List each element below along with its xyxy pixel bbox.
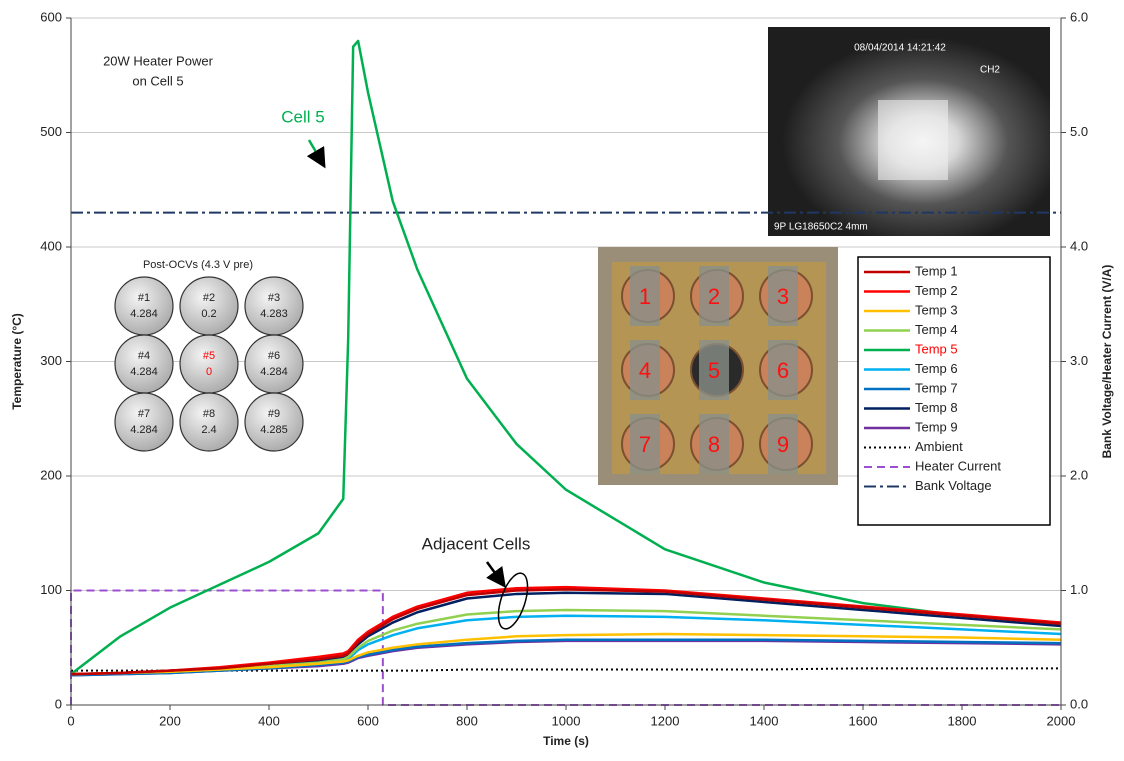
camera-timestamp: 08/04/2014 14:21:42 [854, 43, 946, 54]
ocv-cell-label: #3 [268, 292, 280, 304]
cell5-label: Cell 5 [281, 107, 324, 126]
ocv-cell [115, 277, 173, 335]
ocv-cell-label: #5 [203, 350, 215, 362]
adjacent-label: Adjacent Cells [422, 534, 531, 553]
y2-tick-label: 1.0 [1070, 582, 1088, 597]
legend-label: Bank Voltage [915, 478, 992, 493]
cell-photo-number: 2 [708, 284, 720, 309]
x-tick-label: 600 [357, 713, 379, 728]
ocv-cell-value: 0.2 [201, 308, 216, 320]
y-tick-label: 600 [40, 9, 62, 24]
x-tick-label: 1000 [552, 713, 581, 728]
x-tick-label: 2000 [1047, 713, 1076, 728]
x-tick-label: 1400 [750, 713, 779, 728]
ocv-cell-value: 4.284 [130, 424, 158, 436]
ocv-cell-value: 4.285 [260, 424, 288, 436]
legend-label: Temp 9 [915, 419, 958, 434]
ocv-cell-label: #6 [268, 350, 280, 362]
annotations: 20W Heater Power on Cell 5 Cell 5 Adjace… [103, 53, 533, 632]
x-tick-label: 400 [258, 713, 280, 728]
chart: 08/04/2014 14:21:42 CH2 9P LG18650C2 4mm… [0, 0, 1124, 761]
legend-label: Temp 4 [915, 322, 958, 337]
legend-label: Temp 1 [915, 263, 958, 278]
ocv-inset: Post-OCVs (4.3 V pre) #1 4.284 #2 0.2 #3 4.28… [115, 259, 303, 451]
series-line [71, 593, 1061, 674]
y-tick-label: 0 [55, 696, 62, 711]
x-tick-label: 1600 [849, 713, 878, 728]
ocv-cell-value: 4.284 [260, 366, 288, 378]
legend-label: Temp 6 [915, 361, 958, 376]
ocv-cell-value: 0 [206, 366, 212, 378]
x-tick-label: 800 [456, 713, 478, 728]
cell-photo-number: 5 [708, 358, 720, 383]
cell5-arrow [309, 140, 323, 164]
ocv-cell [180, 277, 238, 335]
ocv-cell-label: #7 [138, 408, 150, 420]
y2-tick-label: 6.0 [1070, 9, 1088, 24]
ocv-title: Post-OCVs (4.3 V pre) [143, 259, 253, 271]
ocv-cell [245, 393, 303, 451]
y2-tick-label: 0.0 [1070, 696, 1088, 711]
y2-tick-label: 3.0 [1070, 353, 1088, 368]
y-tick-label: 200 [40, 467, 62, 482]
camera-channel: CH2 [980, 65, 1000, 76]
y-axis-title: Temperature (°C) [10, 313, 24, 410]
y-tick-label: 300 [40, 353, 62, 368]
cell-photo-grid: 1 2 3 4 5 6 7 8 9 [622, 266, 812, 474]
ocv-cell [115, 335, 173, 393]
cell-photo-number: 8 [708, 432, 720, 457]
legend-label: Heater Current [915, 458, 1001, 473]
ocv-cell-value: 4.284 [130, 366, 158, 378]
ocv-cell [115, 393, 173, 451]
series-line [71, 587, 1061, 674]
series-line [71, 591, 1061, 706]
cell-photo-number: 1 [639, 284, 651, 309]
cell-photo-number: 6 [777, 358, 789, 383]
y-tick-label: 400 [40, 238, 62, 253]
ocv-cell [245, 335, 303, 393]
legend-label: Temp 8 [915, 400, 958, 415]
legend-label: Temp 7 [915, 380, 958, 395]
cell-photo-number: 3 [777, 284, 789, 309]
ocv-cell-label: #8 [203, 408, 215, 420]
ocv-cell [180, 335, 238, 393]
ocv-cell [180, 393, 238, 451]
camera-glow [878, 100, 948, 180]
ocv-cell-value: 4.283 [260, 308, 288, 320]
legend-label: Ambient [915, 439, 963, 454]
y2-tick-label: 2.0 [1070, 467, 1088, 482]
cell-photo-number: 7 [639, 432, 651, 457]
x-axis-title: Time (s) [543, 734, 589, 748]
x-tick-label: 0 [67, 713, 74, 728]
series-line [71, 589, 1061, 674]
y-tick-label: 100 [40, 582, 62, 597]
y2-axis-title: Bank Voltage/Heater Current (V/A) [1100, 265, 1114, 459]
ocv-cell-value: 4.284 [130, 308, 158, 320]
ocv-cell [245, 277, 303, 335]
heater-note: on Cell 5 [132, 73, 183, 88]
series-line [71, 616, 1061, 674]
x-tick-label: 1200 [651, 713, 680, 728]
x-tick-label: 200 [159, 713, 181, 728]
y2-tick-label: 5.0 [1070, 124, 1088, 139]
heater-note: 20W Heater Power [103, 53, 213, 68]
y-tick-label: 500 [40, 124, 62, 139]
cell-photo-number: 9 [777, 432, 789, 457]
ocv-cell-label: #1 [138, 292, 150, 304]
ocv-cell-label: #9 [268, 408, 280, 420]
x-tick-label: 1800 [948, 713, 977, 728]
cell-photo-number: 4 [639, 358, 651, 383]
legend: Temp 1 Temp 2 Temp 3 Temp 4 Temp 5 Temp 6 Temp… [858, 257, 1050, 525]
adjacent-arrow [487, 562, 503, 584]
ocv-cell-label: #4 [138, 350, 150, 362]
legend-label: Temp 3 [915, 302, 958, 317]
legend-label: Temp 2 [915, 283, 958, 298]
ocv-cell-value: 2.4 [201, 424, 216, 436]
legend-label: Temp 5 [915, 341, 958, 356]
ocv-cell-label: #2 [203, 292, 215, 304]
y2-tick-label: 4.0 [1070, 238, 1088, 253]
camera-caption: 9P LG18650C2 4mm [774, 222, 868, 233]
